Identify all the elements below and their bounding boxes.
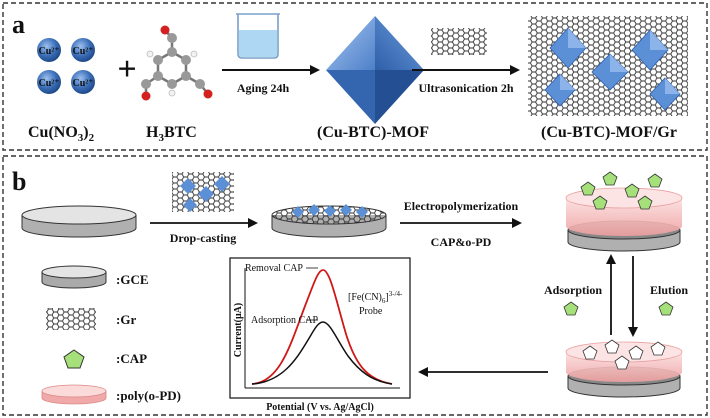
h3btc-molecule-icon: [141, 25, 213, 101]
adsorption-cap-label: Adsorption CAP: [251, 315, 318, 326]
step-adsorption-label: Adsorption: [544, 283, 602, 297]
svg-text:Cu²⁺: Cu²⁺: [38, 46, 59, 57]
cu-ion-1: Cu²⁺: [37, 38, 61, 62]
cu-ions: Cu²⁺ Cu²⁺ Cu²⁺ Cu²⁺: [37, 38, 95, 94]
panel-a-letter: a: [12, 10, 25, 39]
step-aging-label: Aging 24h: [237, 81, 290, 95]
plot-frame: [229, 257, 411, 399]
label-composite: (Cu-BTC)-MOF/Gr: [541, 124, 677, 141]
mip-electrode-with-cap-icon: [565, 171, 683, 252]
cap-small-left-icon: [563, 301, 579, 316]
bare-gce-electrode-icon: [21, 205, 137, 238]
mip-electrode-cavities-icon: [565, 339, 683, 398]
legend-cap-label: :CAP: [116, 351, 147, 366]
plus-sign: +: [117, 51, 136, 88]
cu-ion-3: Cu²⁺: [37, 70, 61, 94]
legend-poly: :poly(o-PD): [41, 384, 181, 405]
cap-small-right-icon: [658, 301, 674, 316]
step-monomers-label: CAP&o-PD: [431, 235, 492, 249]
panel-a-border: [2, 2, 708, 151]
probe-word-label: Probe: [359, 306, 383, 317]
step-electropolymerization-label: Electropolymerization: [404, 199, 519, 213]
cu-ion-2: Cu²⁺: [71, 38, 95, 62]
beaker-icon: [236, 13, 280, 59]
removal-cap-label: Removal CAP: [245, 263, 303, 274]
label-mof: (Cu-BTC)-MOF: [317, 124, 429, 141]
svg-text:Cu²⁺: Cu²⁺: [38, 78, 59, 89]
panel-b-letter: b: [12, 167, 26, 196]
label-cu-salt: Cu(NO3)2: [28, 124, 95, 144]
composite-small-icon: [172, 172, 234, 212]
svg-text:Cu²⁺: Cu²⁺: [72, 78, 93, 89]
svg-text:Cu²⁺: Cu²⁺: [72, 46, 93, 57]
step-ultrasonication-label: Ultrasonication 2h: [418, 81, 513, 95]
step-drop-casting-label: Drop-casting: [170, 231, 236, 245]
legend-gr: :Gr: [46, 308, 136, 330]
curve-removal-cap: [251, 269, 393, 385]
legend-gce: :GCE: [41, 265, 149, 289]
curve-adsorption-cap: [251, 321, 393, 385]
legend-gr-label: :Gr: [116, 312, 136, 327]
legend-gce-label: :GCE: [116, 272, 149, 287]
legend-poly-label: :poly(o-PD): [116, 388, 181, 403]
label-ligand: H3BTC: [146, 124, 197, 144]
dpv-plot: Removal CAP Adsorption CAP [Fe(CN)6]3-/4…: [229, 257, 411, 413]
legend: :GCE :Gr :CAP :poly(o-PD): [41, 265, 181, 405]
plot-xlabel: Potential (V vs. Ag/AgCl): [266, 402, 374, 413]
graphene-sheet-icon: [431, 28, 487, 55]
modified-electrode-icon: [271, 204, 387, 238]
cu-ion-4: Cu²⁺: [71, 70, 95, 94]
mof-octahedron-icon: [326, 16, 424, 124]
step-elution-label: Elution: [650, 283, 688, 297]
panel-b-border: [2, 155, 708, 416]
plot-ylabel: Current(μA): [233, 303, 244, 357]
mof-graphene-composite-icon: [528, 16, 688, 116]
legend-cap: :CAP: [63, 349, 147, 369]
